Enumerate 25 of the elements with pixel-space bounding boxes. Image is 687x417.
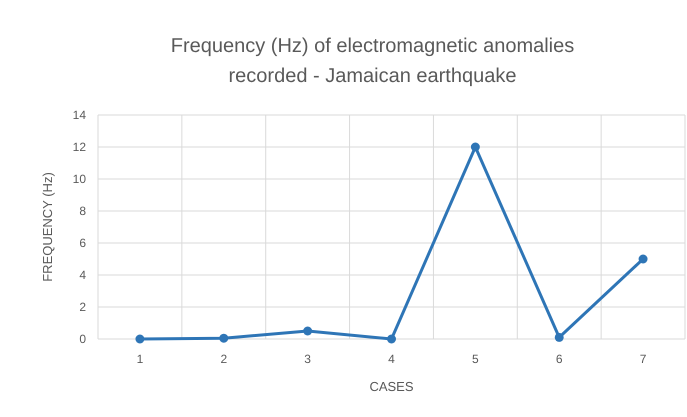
point bbox=[387, 334, 396, 344]
y-tick-label: 6 bbox=[79, 236, 86, 250]
x-tick-label: 6 bbox=[556, 352, 563, 366]
x-tick-label: 2 bbox=[220, 352, 228, 366]
y-tick-label: 2 bbox=[79, 300, 86, 314]
x-tick-label: 7 bbox=[640, 352, 647, 366]
x-tick-label: 4 bbox=[388, 352, 396, 366]
y-tick-label: 4 bbox=[79, 268, 86, 282]
chart-title: Frequency (Hz) of electromagnetic anomalies recorded - Jamaican earthquake bbox=[170, 35, 574, 87]
y-tick-label: 0 bbox=[79, 332, 86, 346]
point bbox=[554, 332, 564, 342]
x-tick-label: 3 bbox=[304, 352, 312, 366]
y-tick-label: 10 bbox=[72, 172, 86, 186]
point bbox=[638, 254, 648, 264]
point bbox=[470, 142, 480, 152]
point bbox=[135, 334, 144, 344]
x-axis-title: CASES bbox=[369, 379, 414, 394]
x-tick-label: 5 bbox=[472, 352, 480, 366]
x-tick-label: 1 bbox=[136, 352, 144, 366]
point bbox=[303, 326, 312, 336]
point bbox=[219, 334, 228, 343]
y-axis-title: FREQUENCY (Hz) bbox=[40, 172, 55, 282]
y-tick-label: 14 bbox=[72, 108, 86, 122]
y-tick-label: 12 bbox=[72, 140, 86, 154]
y-tick-label: 8 bbox=[79, 204, 86, 218]
